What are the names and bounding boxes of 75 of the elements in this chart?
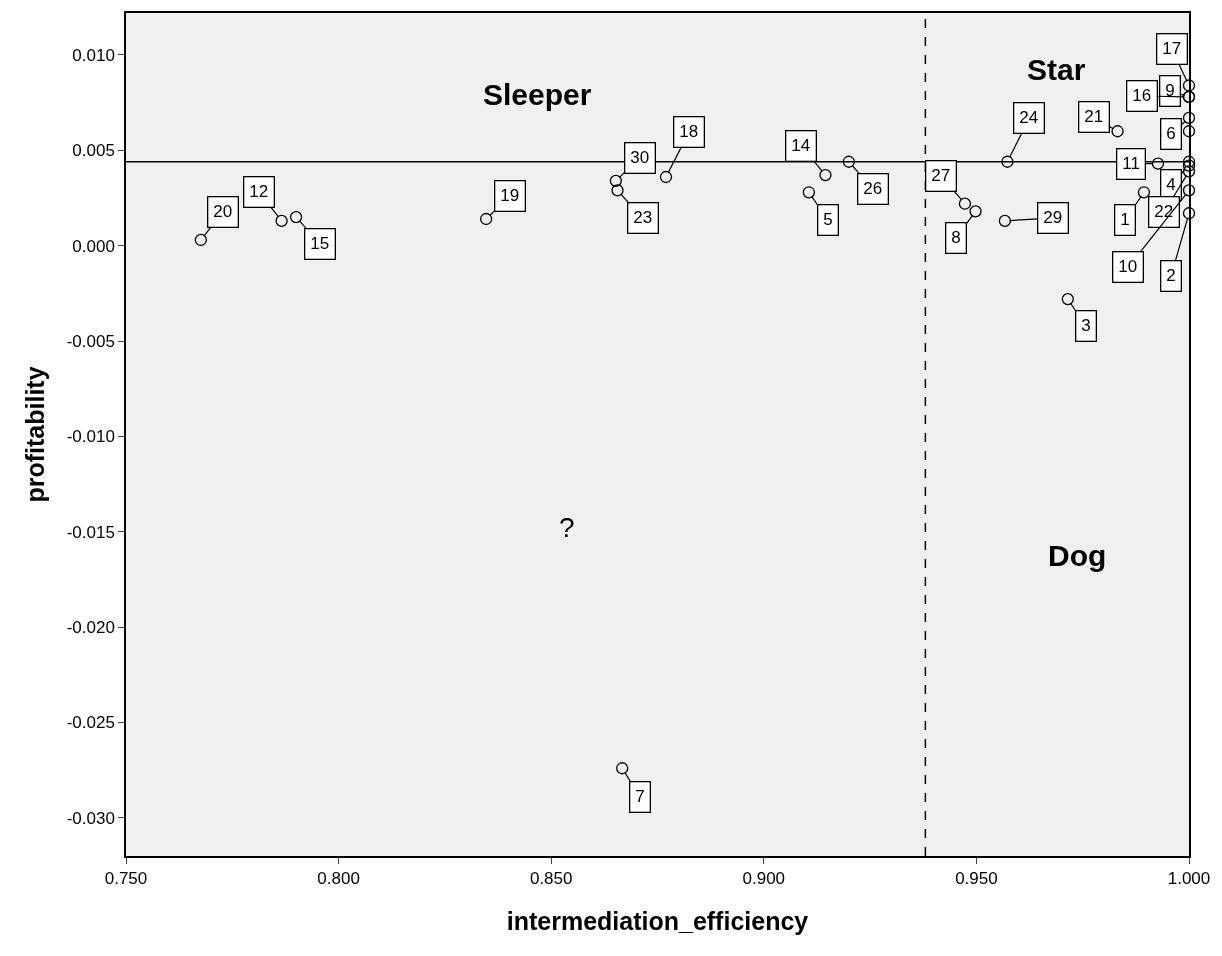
point xyxy=(609,174,622,187)
point xyxy=(1182,125,1196,138)
y-tick-label: -0.020 xyxy=(66,618,115,638)
annotation: 2 xyxy=(1166,266,1176,286)
point xyxy=(275,214,288,228)
point xyxy=(958,197,972,210)
x-tick-label: 1.000 xyxy=(1167,869,1211,889)
point xyxy=(1182,111,1196,125)
annotation: 11 xyxy=(1122,154,1140,174)
annotation: 16 xyxy=(1132,86,1152,106)
annotation: 29 xyxy=(1043,208,1063,228)
x-tick-label: 0.800 xyxy=(317,869,360,889)
x-tick-label: 0.850 xyxy=(529,869,573,889)
annotation: 17 xyxy=(1162,39,1182,59)
annotation: 15 xyxy=(310,234,330,254)
annotation: Sleeper xyxy=(483,78,592,111)
point xyxy=(969,205,982,218)
annotation: 26 xyxy=(863,179,883,199)
annotation: 3 xyxy=(1081,316,1091,336)
annotation: 20 xyxy=(213,202,233,222)
annotation: Dog xyxy=(1048,539,1107,572)
point xyxy=(1182,155,1196,168)
annotation: 12 xyxy=(249,182,269,202)
annotation: 24 xyxy=(1019,108,1039,128)
y-tick-label: 0.000 xyxy=(72,236,115,256)
annotation: 21 xyxy=(1084,107,1104,127)
point xyxy=(1182,165,1196,178)
x-axis-title: intermediation_efficiency xyxy=(506,906,809,935)
point xyxy=(1182,159,1196,172)
point xyxy=(616,762,629,775)
y-tick-label: -0.025 xyxy=(66,713,115,733)
point xyxy=(842,155,855,168)
x-tick-label: 0.900 xyxy=(742,869,786,889)
annotation: Star xyxy=(1027,53,1086,86)
annotation: ? xyxy=(559,512,575,543)
x-tick-label: 0.750 xyxy=(104,869,148,889)
point xyxy=(1001,155,1014,168)
annotation: 1 xyxy=(1120,210,1130,230)
point xyxy=(1137,186,1151,199)
point xyxy=(1182,79,1196,92)
point xyxy=(1182,184,1196,197)
point xyxy=(1111,125,1124,138)
annotation: 5 xyxy=(823,210,833,230)
y-tick-label: 0.005 xyxy=(72,141,115,161)
annotation: 7 xyxy=(635,787,645,807)
annotation: 19 xyxy=(500,186,520,206)
y-tick-label: 0.010 xyxy=(72,45,115,65)
annotation: 27 xyxy=(931,166,951,186)
point xyxy=(1151,157,1165,170)
y-tick-label: -0.010 xyxy=(66,427,115,447)
annotation: 4 xyxy=(1166,175,1176,195)
annotation: 9 xyxy=(1165,81,1175,101)
point xyxy=(802,186,816,199)
y-tick-label: -0.015 xyxy=(66,522,115,542)
point xyxy=(819,168,832,182)
annotation: 18 xyxy=(679,122,699,142)
annotation: 22 xyxy=(1154,202,1174,222)
point xyxy=(194,233,207,247)
annotation: 10 xyxy=(1118,257,1138,277)
point xyxy=(479,212,493,226)
annotation: 6 xyxy=(1166,124,1176,144)
point xyxy=(998,214,1012,228)
annotation: 30 xyxy=(630,148,650,168)
point xyxy=(289,210,303,224)
y-tick-label: -0.030 xyxy=(66,808,115,828)
point xyxy=(1182,207,1196,220)
point xyxy=(659,170,673,184)
point xyxy=(611,184,624,197)
y-tick-label: -0.005 xyxy=(66,332,115,351)
point xyxy=(1061,292,1074,306)
x-tick-label: 0.950 xyxy=(955,869,998,889)
annotation: 8 xyxy=(951,228,961,248)
y-axis-title: profitability xyxy=(20,366,49,503)
annotation: 14 xyxy=(791,136,811,156)
annotation: 23 xyxy=(633,208,653,228)
